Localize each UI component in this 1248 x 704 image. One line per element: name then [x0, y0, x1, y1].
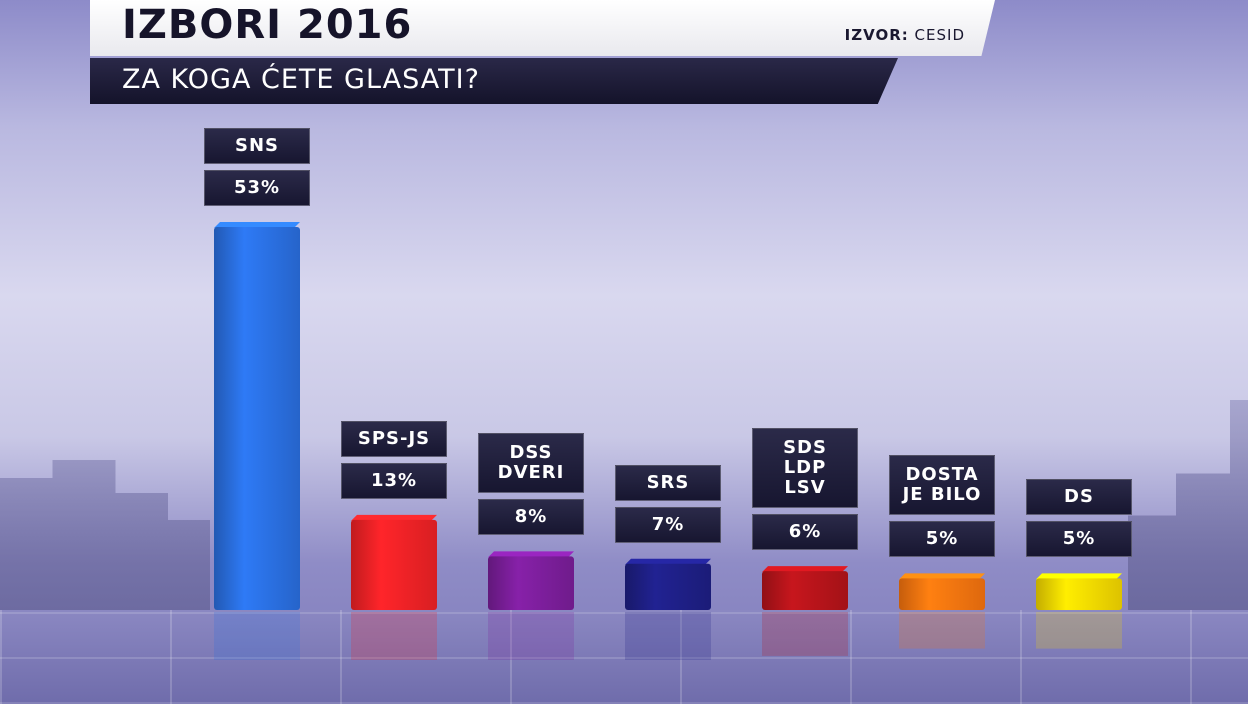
category-label: SRS: [615, 464, 721, 501]
bar: [625, 563, 711, 610]
bar-reflection: [899, 612, 985, 649]
chart-subtitle: ZA KOGA ĆETE GLASATI?: [122, 64, 480, 95]
category-label: SNS: [204, 128, 310, 164]
title-bar: [90, 0, 995, 56]
category-label-text: DSS DVERI: [497, 442, 565, 484]
bar: [351, 519, 437, 610]
source-label: IZVOR:: [844, 26, 909, 44]
value-label: 53%: [204, 170, 310, 206]
bar: [488, 556, 574, 610]
value-label: 8%: [478, 499, 584, 536]
category-label-text: SDS LDP LSV: [783, 437, 827, 499]
category-label: DSS DVERI: [478, 433, 584, 494]
bar: [214, 227, 300, 610]
subtitle-bar: [90, 58, 898, 104]
category-label-text: SPS-JS: [357, 427, 431, 449]
background-floor: [0, 610, 1248, 704]
value-label: 5%: [1026, 521, 1132, 558]
bar-reflection: [214, 612, 300, 660]
bar: [899, 578, 985, 610]
category-label: DOSTA JE BILO: [889, 455, 995, 516]
bar-top: [762, 566, 848, 573]
value-label: 13%: [341, 462, 447, 499]
category-label-text: DS: [1064, 486, 1094, 508]
bar-reflection: [488, 612, 574, 660]
bar-reflection: [351, 612, 437, 660]
source-credit: IZVOR: CESID: [845, 26, 965, 44]
category-label: DS: [1026, 479, 1132, 516]
category-label-text: SRS: [646, 471, 690, 493]
bar-top: [214, 222, 300, 228]
bar: [762, 571, 848, 610]
bar-top: [488, 551, 574, 558]
chart-title: IZBORI 2016: [122, 2, 413, 48]
value-label: 7%: [615, 506, 721, 543]
bar-reflection: [625, 612, 711, 660]
bar-top: [899, 573, 985, 580]
category-label-text: DOSTA JE BILO: [902, 464, 982, 506]
bar: [1036, 578, 1122, 610]
category-label: SPS-JS: [341, 420, 447, 457]
category-label-text: SNS: [235, 135, 279, 156]
value-label: 5%: [889, 521, 995, 558]
bar-reflection: [1036, 612, 1122, 649]
source-value: CESID: [914, 26, 965, 44]
bar-top: [625, 558, 711, 565]
value-label: 6%: [752, 514, 858, 551]
bar-top: [351, 514, 437, 521]
category-label: SDS LDP LSV: [752, 428, 858, 509]
bar-reflection: [762, 612, 848, 656]
bar-top: [1036, 573, 1122, 580]
